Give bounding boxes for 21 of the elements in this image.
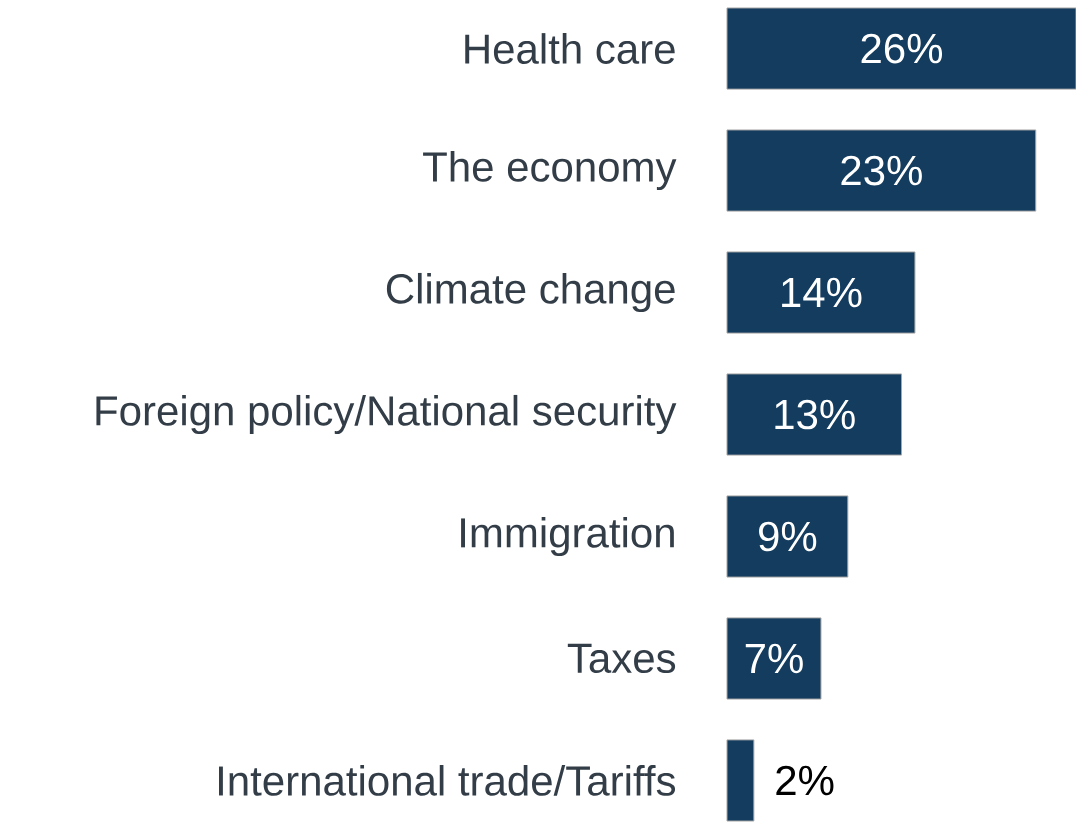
bar — [726, 373, 902, 456]
data-label: 9% — [759, 521, 817, 552]
bar — [726, 739, 755, 822]
data-label: 13% — [775, 399, 855, 430]
data-label: 7% — [745, 643, 803, 674]
y-tick-label: The economy — [423, 150, 677, 191]
bar — [726, 7, 1076, 90]
data-label: 14% — [782, 277, 862, 308]
y-tick-label: Immigration — [461, 516, 674, 557]
data-label: 26% — [861, 33, 943, 64]
y-tick-label: International trade/Tariffs — [218, 765, 676, 796]
data-label: 23% — [841, 155, 922, 186]
y-tick-label: Foreign policy/National security — [96, 394, 677, 435]
bar — [726, 617, 822, 700]
data-label: 2% — [776, 765, 834, 796]
y-tick-label: Climate change — [386, 272, 675, 313]
y-tick-label: Taxes — [567, 643, 676, 674]
bar — [726, 251, 916, 334]
bar — [726, 129, 1037, 212]
bar — [726, 495, 849, 578]
y-tick-label: Health care — [465, 33, 675, 64]
